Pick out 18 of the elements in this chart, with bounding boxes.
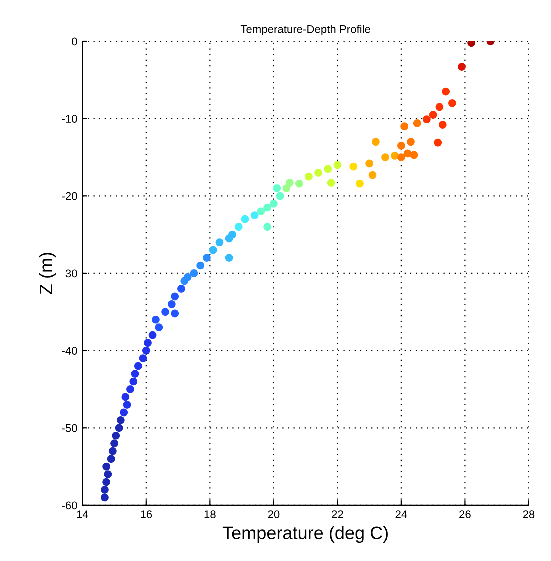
y-tick-label: 0 [72, 38, 78, 46]
x-tick-label: 24 [396, 510, 408, 518]
chart-title: Temperature-Depth Profile [240, 25, 370, 36]
x-tick-label: 20 [268, 510, 280, 518]
y-axis-title: Z (m) [39, 253, 56, 294]
x-tick-label: 14 [77, 510, 89, 518]
x-tick-label: 26 [460, 510, 471, 518]
y-tick-label: 30 [66, 270, 78, 278]
x-tick-label: 22 [332, 510, 344, 518]
x-tick-label: 28 [523, 510, 535, 518]
y-tick-label: -60 [62, 502, 78, 510]
x-axis-title: Temperature (deg C) [222, 526, 388, 544]
y-tick-label: -10 [62, 115, 78, 123]
x-tick-label: 16 [141, 510, 152, 518]
y-tick-label: -20 [62, 192, 78, 200]
y-tick-label: -50 [62, 424, 78, 432]
y-tick-label: -40 [62, 347, 78, 355]
x-tick-label: 18 [204, 510, 216, 518]
